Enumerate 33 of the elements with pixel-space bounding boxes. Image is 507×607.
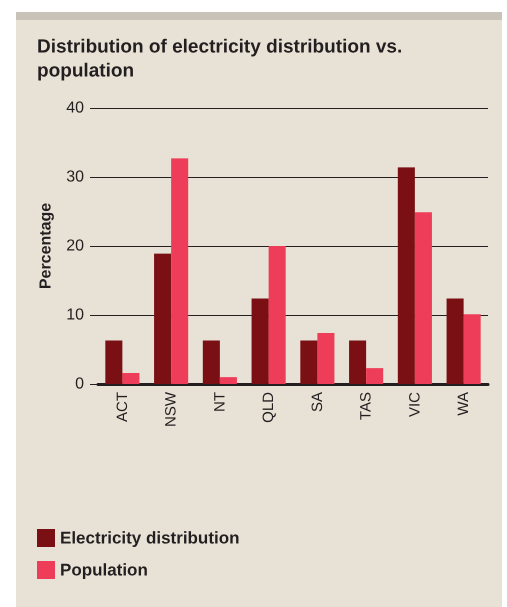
bar	[300, 340, 318, 384]
bar	[268, 246, 286, 384]
bar	[446, 298, 464, 384]
y-axis-title: Percentage	[38, 202, 54, 290]
x-tick-label: TAS	[358, 392, 375, 420]
bar	[105, 340, 122, 384]
x-tick-label: WA	[455, 392, 472, 416]
x-tick-label: NT	[211, 392, 228, 412]
bar	[366, 368, 384, 384]
bar	[154, 254, 172, 384]
bar	[464, 314, 481, 384]
legend-label: Electricity distribution	[60, 528, 240, 548]
x-tick-label: NSW	[162, 391, 180, 427]
legend-label: Population	[60, 560, 148, 580]
x-tick-label: ACT	[114, 392, 131, 422]
y-tick-label: 0	[75, 376, 84, 392]
y-tick-label: 30	[66, 168, 84, 186]
bar	[202, 340, 220, 384]
chart-title: Distribution of electricity distribution vs. population	[37, 36, 408, 82]
bar	[414, 212, 432, 384]
x-tick-label: SA	[308, 392, 326, 412]
bar	[220, 377, 237, 384]
x-tick-label: QLD	[260, 392, 278, 423]
x-tick-label: VIC	[406, 392, 424, 418]
y-tick-label: 20	[66, 238, 84, 254]
bar	[171, 158, 188, 384]
bar	[317, 332, 334, 384]
bar	[122, 372, 140, 384]
y-tick-label: 40	[66, 100, 84, 116]
bar	[349, 340, 366, 384]
bar	[398, 167, 415, 384]
bar	[252, 298, 269, 384]
y-tick-label: 10	[66, 306, 84, 324]
